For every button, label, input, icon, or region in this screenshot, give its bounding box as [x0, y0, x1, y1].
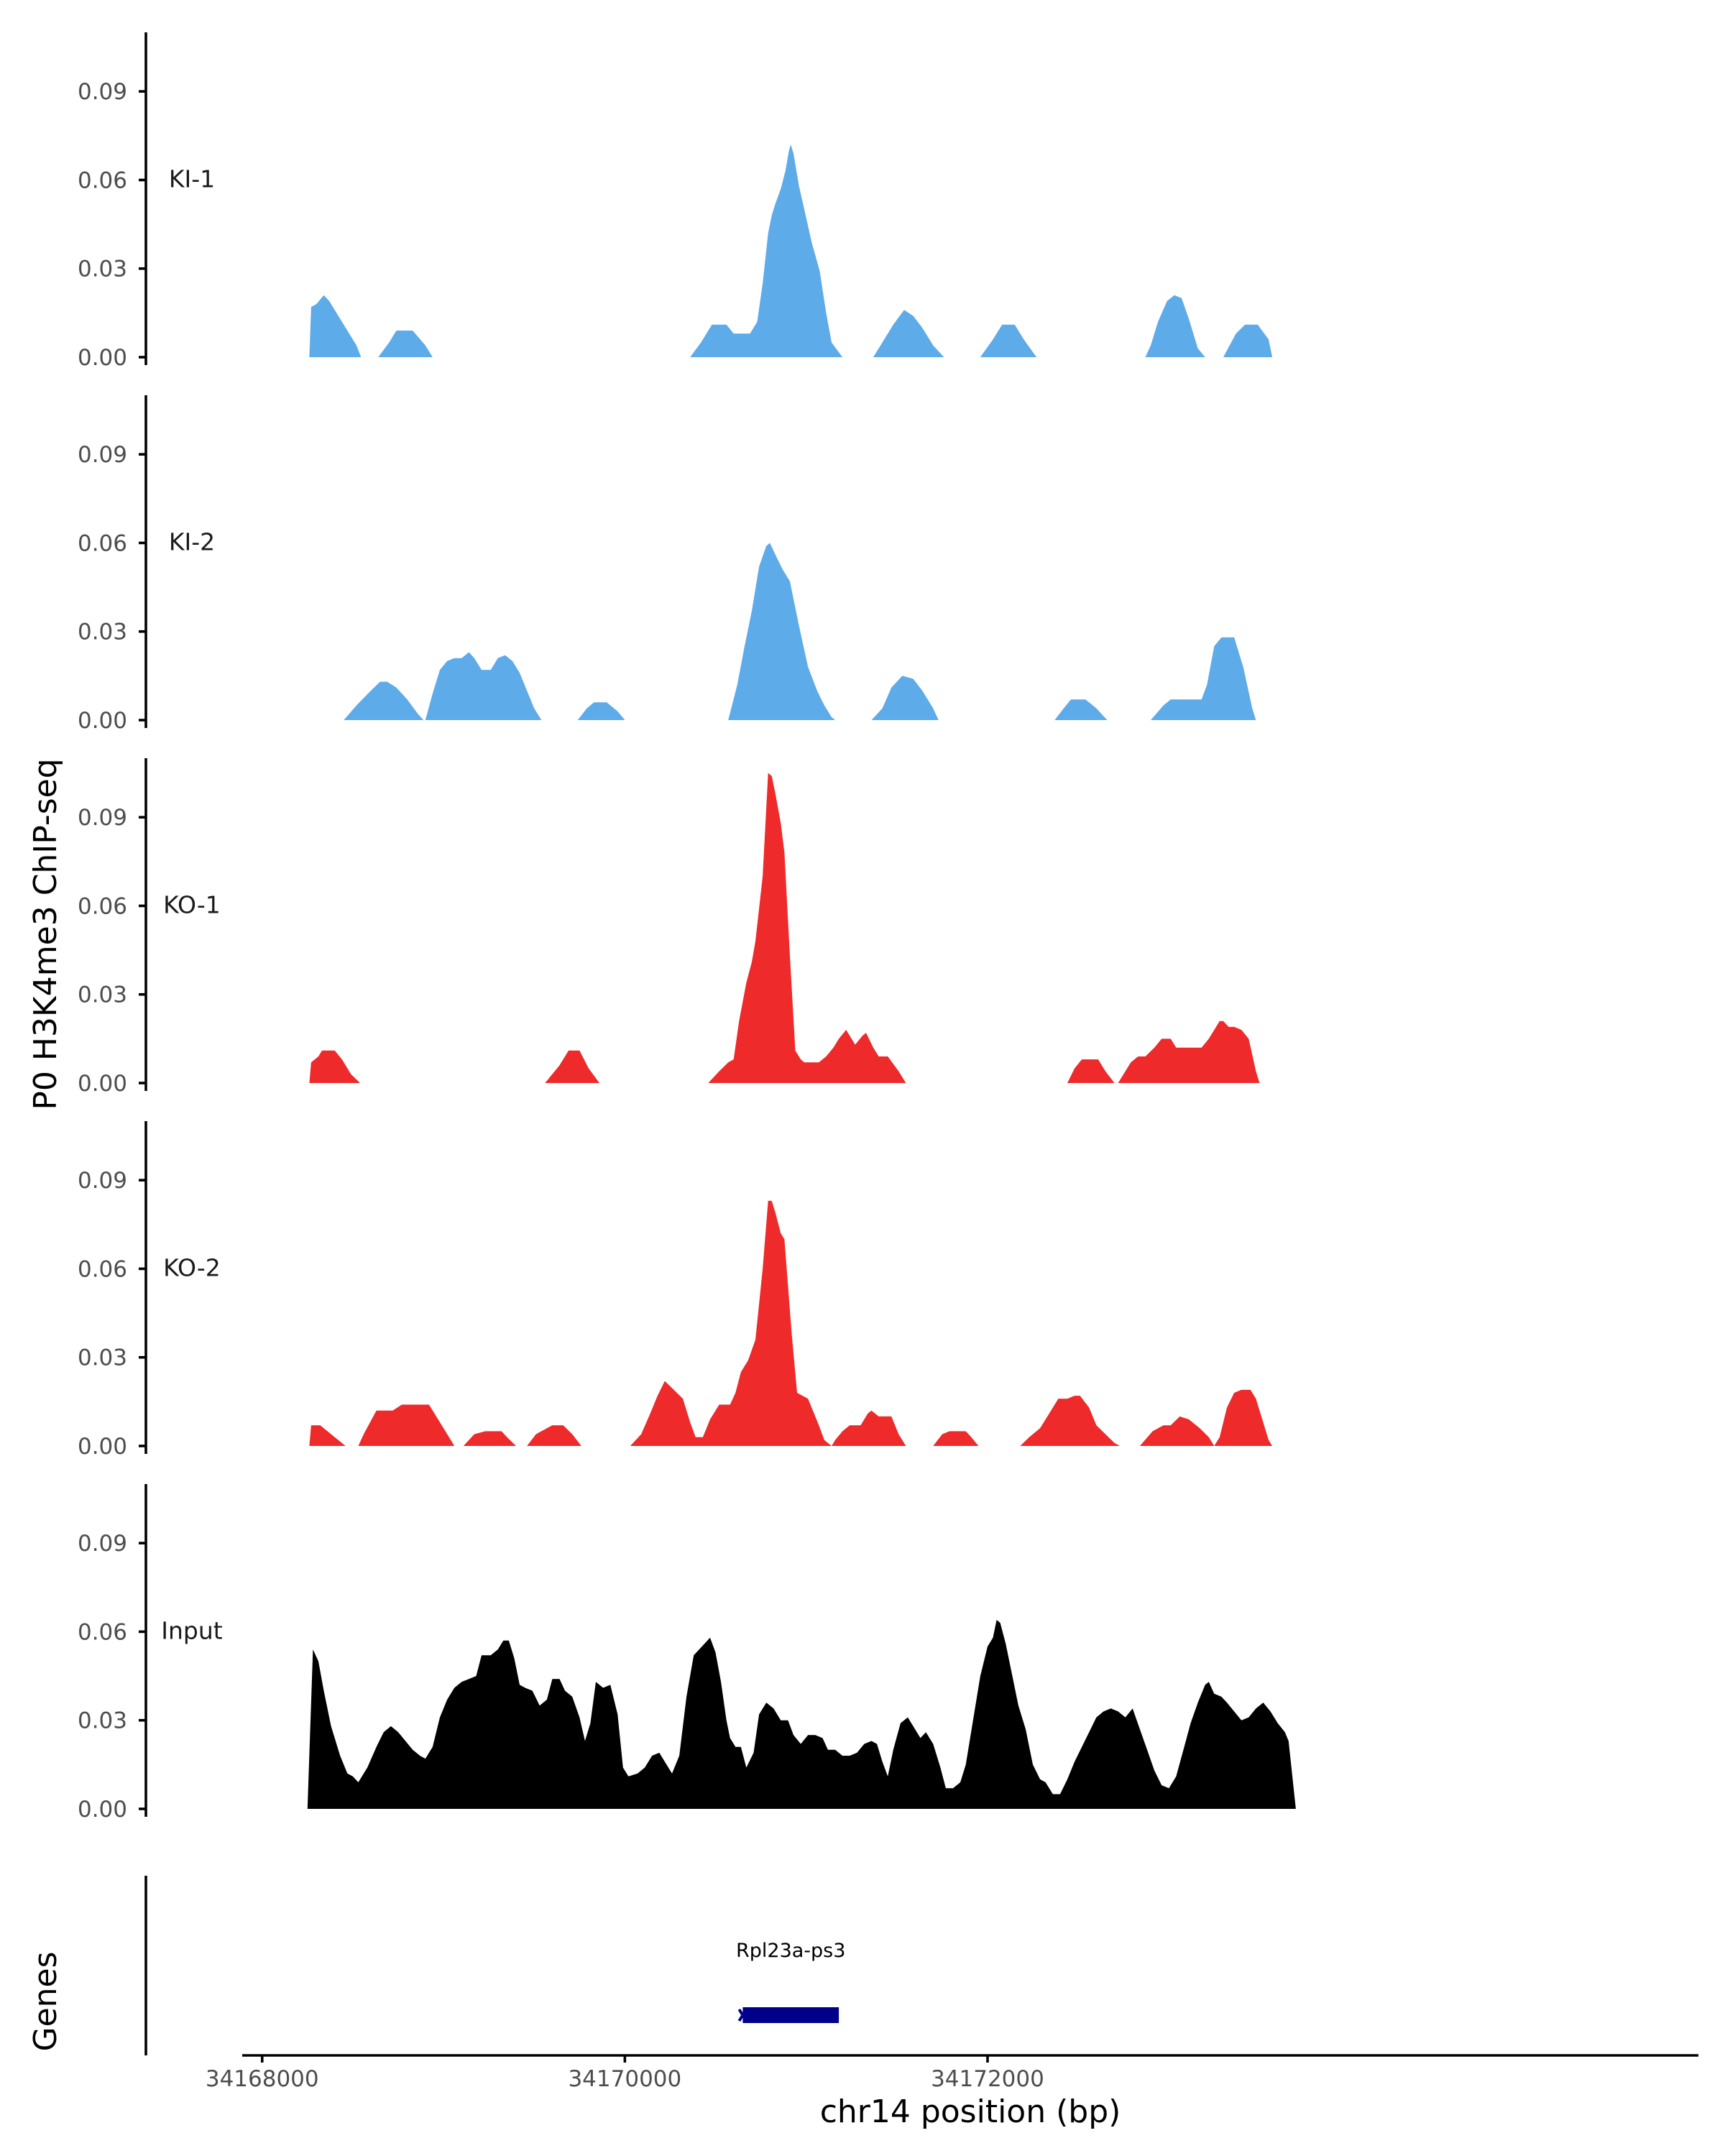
x-tick-label: 34168000: [206, 2066, 319, 2092]
track-label: KO-1: [163, 890, 221, 918]
y-tick-label: 0.09: [78, 805, 127, 831]
gene-track: Rpl23a-ps3: [144, 1876, 845, 2055]
x-axis: 34168000 34170000 34172000: [206, 2054, 1698, 2092]
gene-label: Rpl23a-ps3: [736, 1940, 845, 1962]
gene-body: [742, 2007, 840, 2023]
genes-track-title: Genes: [27, 1951, 64, 2051]
y-tick-label: 0.03: [78, 1708, 127, 1734]
x-tick-label: 34170000: [568, 2066, 681, 2092]
y-tick-label: 0.09: [78, 79, 127, 105]
track-panel-input: 0.00 0.03 0.06 0.09 Input: [78, 1484, 1296, 1823]
y-tick-label: 0.09: [78, 1168, 127, 1194]
y-tick-label: 0.03: [78, 982, 127, 1008]
y-tick-label: 0.03: [78, 1345, 127, 1371]
y-tick-label: 0.06: [78, 530, 127, 556]
coverage-area: [344, 543, 1256, 720]
y-axis-title: P0 H3K4me3 ChIP-seq: [27, 758, 64, 1110]
y-tick-label: 0.00: [78, 1434, 127, 1460]
strand-arrow-icon: [737, 2008, 748, 2022]
track-label: KI-2: [169, 528, 215, 556]
coverage-area: [309, 144, 1273, 357]
track-label: Input: [161, 1616, 223, 1644]
y-tick-label: 0.03: [78, 257, 127, 282]
coverage-area: [309, 1200, 1273, 1446]
x-tick-label: 34172000: [931, 2066, 1044, 2092]
y-tick-label: 0.06: [78, 1619, 127, 1645]
track-label: KO-2: [163, 1253, 221, 1281]
y-tick-label: 0.09: [78, 442, 127, 468]
track-panel-ki-1: 0.00 0.03 0.06 0.09 KI-1: [78, 32, 1273, 371]
tracks-group: 0.00 0.03 0.06 0.09 KI-1 0.00 0.03 0.06 0.09 KI-2…: [78, 32, 1296, 1823]
x-axis-title: chr14 position (bp): [820, 2093, 1121, 2130]
y-tick-label: 0.06: [78, 167, 127, 193]
y-tick-label: 0.00: [78, 1797, 127, 1823]
track-label: KI-1: [169, 165, 215, 193]
y-tick-label: 0.00: [78, 345, 127, 371]
y-tick-label: 0.00: [78, 708, 127, 734]
coverage-area: [309, 773, 1260, 1083]
y-tick-label: 0.00: [78, 1071, 127, 1097]
y-tick-label: 0.09: [78, 1531, 127, 1557]
coverage-area: [307, 1620, 1296, 1809]
track-panel-ki-2: 0.00 0.03 0.06 0.09 KI-2: [78, 395, 1256, 734]
y-tick-label: 0.06: [78, 893, 127, 919]
y-tick-label: 0.06: [78, 1256, 127, 1282]
y-tick-label: 0.03: [78, 619, 127, 645]
track-panel-ko-1: 0.00 0.03 0.06 0.09 KO-1: [78, 758, 1260, 1097]
track-panel-ko-2: 0.00 0.03 0.06 0.09 KO-2: [78, 1121, 1273, 1460]
